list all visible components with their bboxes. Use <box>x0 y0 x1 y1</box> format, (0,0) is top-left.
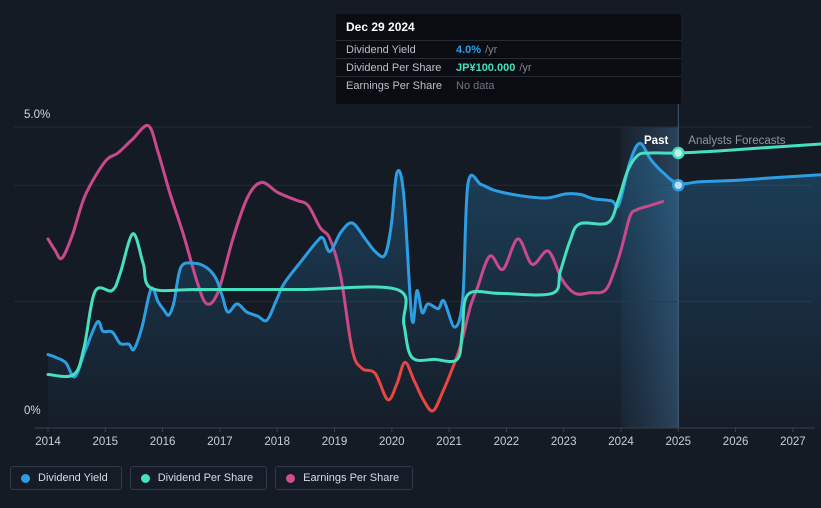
x-axis-label: 2022 <box>494 436 520 448</box>
dividend-yield-line <box>46 141 821 379</box>
x-axis-label: 2020 <box>379 436 405 448</box>
y-axis-min-label: 0% <box>24 405 41 417</box>
x-axis-label: 2016 <box>150 436 176 448</box>
x-axis-label: 2014 <box>35 436 61 448</box>
past-label: Past <box>644 135 668 147</box>
x-axis-label: 2026 <box>723 436 749 448</box>
tooltip-row-unit: /yr <box>519 61 532 74</box>
dividend-per-share-marker <box>672 146 685 160</box>
forecasts-label: Analysts Forecasts <box>688 135 785 147</box>
legend-dot-icon <box>286 473 296 483</box>
tooltip-row-label: Dividend Per Share <box>346 61 442 74</box>
tooltip-date: Dec 29 2024 <box>346 20 415 34</box>
legend-item-dividend-per-share[interactable]: Dividend Per Share <box>129 466 268 490</box>
tooltip-row-earnings-per-share: Earnings Per Share No data <box>336 76 681 94</box>
legend-label: Dividend Per Share <box>157 472 254 484</box>
tooltip-row-dividend-per-share: Dividend Per Share JP¥100.000 /yr <box>336 58 681 76</box>
legend-item-earnings-per-share[interactable]: Earnings Per Share <box>275 466 414 490</box>
x-axis-label: 2023 <box>551 436 577 448</box>
x-axis-label: 2025 <box>666 436 692 448</box>
x-axis-label: 2024 <box>608 436 634 448</box>
tooltip-row-value: JP¥100.000 <box>456 61 516 74</box>
tooltip-row-value: No data <box>456 79 495 92</box>
y-axis-max-label: 5.0% <box>24 109 50 121</box>
x-axis-label: 2018 <box>264 436 290 448</box>
x-axis-label: 2027 <box>780 436 806 448</box>
chart-tooltip: Dec 29 2024 Dividend Yield 4.0% /yr Divi… <box>336 14 681 104</box>
chart-legend: Dividend Yield Dividend Per Share Earnin… <box>10 466 414 490</box>
x-axis-label: 2019 <box>322 436 348 448</box>
dividend-per-share-line <box>46 142 821 379</box>
legend-label: Earnings Per Share <box>303 472 400 484</box>
legend-item-dividend-yield[interactable]: Dividend Yield <box>10 466 122 490</box>
tooltip-row-label: Dividend Yield <box>346 43 416 56</box>
x-axis-label: 2021 <box>436 436 462 448</box>
tooltip-row-value: 4.0% <box>456 43 482 56</box>
legend-label: Dividend Yield <box>38 472 108 484</box>
legend-dot-icon <box>21 473 30 483</box>
tooltip-row-label: Earnings Per Share <box>346 79 442 92</box>
tooltip-row-unit: /yr <box>485 43 498 56</box>
earnings-per-share-line <box>46 123 665 413</box>
tooltip-row-dividend-yield: Dividend Yield 4.0% /yr <box>336 40 681 58</box>
x-axis-label: 2017 <box>207 436 233 448</box>
legend-dot-icon <box>140 473 150 483</box>
dividend-yield-area <box>48 143 821 427</box>
dividend-yield-marker <box>672 178 685 192</box>
x-axis-label: 2015 <box>93 436 119 448</box>
